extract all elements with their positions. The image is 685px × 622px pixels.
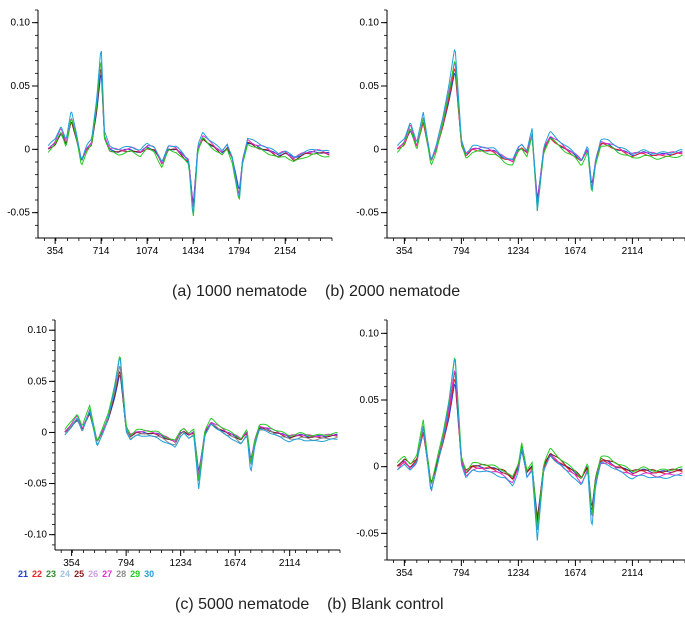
series-line-29 [397, 357, 683, 530]
legend-item-29: 29 [130, 569, 141, 579]
chart-panel-b: 0.10 0.05 0 -0.05 354 794 1234 1674 2114 [345, 0, 685, 270]
y-tick-label: 0.05 [360, 81, 380, 92]
chart-b-svg: 0.10 0.05 0 -0.05 354 794 1234 1674 2114 [356, 9, 685, 257]
x-tick-label: 2114 [622, 568, 644, 579]
y-tick-label: -0.05 [7, 208, 30, 219]
legend-item-21: 21 [18, 569, 29, 579]
y-tick-label: 0 [41, 427, 47, 438]
y-tick-label: 0 [373, 462, 379, 473]
series-line-21 [47, 74, 330, 203]
series-line-30 [47, 50, 330, 214]
series-line-27 [47, 60, 330, 208]
y-tick-label: -0.05 [24, 479, 47, 490]
chart-c-svg: 0.10 0.05 0 -0.05 -0.10 354 794 1234 1674 2114 [24, 319, 341, 569]
legend-item-25: 25 [74, 569, 85, 579]
legend-item-30: 30 [144, 569, 155, 579]
x-tick-label: 714 [93, 246, 110, 257]
y-tick-label: 0.10 [11, 18, 31, 29]
x-tick-label: 354 [63, 558, 80, 569]
series-line-25 [47, 68, 330, 206]
x-tick-label: 2114 [622, 246, 644, 257]
legend-item-26: 26 [88, 569, 99, 579]
x-tick-label: 354 [47, 246, 64, 257]
y-tick-label: -0.10 [24, 530, 47, 541]
x-tick-label: 1074 [136, 246, 159, 257]
x-tick-label: 354 [396, 568, 413, 579]
x-tick-label: 1794 [228, 246, 251, 257]
y-tick-label: 0.10 [360, 328, 380, 339]
x-tick-label: 1234 [507, 568, 530, 579]
x-tick-label: 1674 [564, 568, 587, 579]
y-tick-label: 0.10 [28, 325, 48, 336]
chart-a-svg: 0.10 0.05 0 -0.05 354 714 1074 1434 1794 2154 [7, 9, 333, 257]
x-tick-label: 794 [453, 568, 470, 579]
caption-top: (a) 1000 nematode (b) 2000 nematode [172, 283, 461, 300]
y-tick-label: 0 [373, 144, 379, 155]
x-tick-label: 354 [396, 246, 413, 257]
series-line-30 [397, 358, 683, 541]
y-tick-label: 0 [24, 144, 30, 155]
x-tick-label: 794 [453, 246, 470, 257]
y-tick-label: 0.05 [11, 81, 31, 92]
x-tick-label: 1434 [182, 246, 205, 257]
series-line-30 [397, 48, 683, 211]
chart-panel-c: 0.10 0.05 0 -0.05 -0.10 354 794 1234 1674 2114 [0, 310, 345, 570]
caption-bottom: (c) 5000 nematode (b) Blank control [175, 596, 444, 613]
x-tick-label: 2114 [279, 558, 301, 569]
y-tick-label: 0.05 [28, 376, 48, 387]
legend-item-27: 27 [102, 569, 113, 579]
y-tick-label: 0.10 [360, 18, 380, 29]
chart-legend: 21 22 23 24 25 26 27 28 29 30 [18, 569, 158, 579]
y-tick-label: -0.05 [356, 528, 379, 539]
legend-item-22: 22 [32, 569, 43, 579]
series-line-29 [47, 62, 330, 217]
x-tick-label: 1674 [224, 558, 247, 569]
x-tick-label: 794 [118, 558, 135, 569]
x-tick-label: 1674 [564, 246, 587, 257]
x-tick-label: 2154 [274, 246, 297, 257]
series-line-29 [64, 356, 338, 481]
x-tick-label: 1234 [170, 558, 193, 569]
y-tick-label: -0.05 [356, 208, 379, 219]
series-line-30 [64, 357, 338, 490]
legend-item-23: 23 [46, 569, 57, 579]
legend-item-28: 28 [116, 569, 127, 579]
chart-panel-a: 0.10 0.05 0 -0.05 354 714 1074 1434 1794 2154 [0, 0, 340, 270]
chart-panel-d: 0.10 0.05 0 -0.05 354 794 1234 1674 2114 [345, 310, 685, 580]
chart-d-svg: 0.10 0.05 0 -0.05 354 794 1234 1674 2114 [356, 319, 685, 579]
x-tick-label: 1234 [507, 246, 530, 257]
legend-item-24: 24 [60, 569, 71, 579]
y-tick-label: 0.05 [360, 395, 380, 406]
